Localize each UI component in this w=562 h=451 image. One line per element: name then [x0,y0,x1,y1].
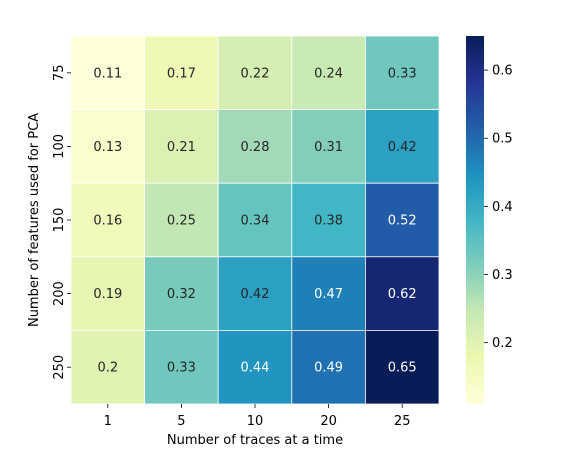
cell-value-label: 0.47 [314,287,343,302]
colorbar [466,36,484,404]
cell-value-label: 0.44 [241,361,270,376]
y-tick-label: 150 [52,208,67,233]
cell-value-label: 0.38 [314,214,343,229]
cell-value-label: 0.33 [388,66,417,81]
colorbar-ticks: 0.2 0.3 0.4 0.5 0.6 [484,64,513,351]
colorbar-tick-label: 0.3 [492,268,513,283]
cell-value-label: 0.32 [167,287,196,302]
x-axis: 1 5 10 20 25 [104,404,411,429]
cell-value-label: 0.42 [241,287,270,302]
cell-value-label: 0.34 [241,214,270,229]
x-tick-label: 1 [104,414,112,429]
heatmap-cell [217,35,293,110]
y-tick-label: 100 [52,134,67,159]
heatmap-cell [291,182,366,258]
y-axis: 75 100 150 200 250 [52,65,71,380]
colorbar-tick-label: 0.5 [492,132,513,147]
heatmap-cell [364,329,440,405]
cell-value-label: 0.22 [241,66,270,81]
x-tick-label: 25 [394,414,411,429]
cell-value-label: 0.65 [388,361,417,376]
cell-value-label: 0.17 [167,66,196,81]
heatmap-cell [364,182,440,258]
heatmap-cell [364,256,440,331]
heatmap-cell [217,329,293,405]
cell-value-label: 0.16 [93,214,122,229]
heatmap-cell [364,35,440,110]
cell-annotations: 0.11 0.17 0.22 0.24 0.33 0.13 0.21 0.28 0.31 0.42… [93,66,416,375]
y-tick-label: 200 [52,281,67,306]
heatmap-cell [291,35,366,110]
cell-value-label: 0.62 [388,287,417,302]
cell-value-label: 0.11 [93,66,122,81]
cell-value-label: 0.52 [388,214,417,229]
heatmap-cell [70,109,145,184]
heatmap-cells [70,35,440,405]
heatmap-cell [144,256,219,331]
heatmap-cell [70,35,145,110]
heatmap-cell [144,182,219,258]
heatmap-cell [217,256,293,331]
cell-value-label: 0.49 [314,361,343,376]
heatmap-cell [144,329,219,405]
x-tick-label: 10 [247,414,264,429]
heatmap-cell [217,109,293,184]
colorbar-tick-label: 0.2 [492,336,513,351]
y-axis-label: Number of features used for PCA [27,113,42,327]
cell-value-label: 0.42 [388,140,417,155]
x-tick-label: 20 [320,414,337,429]
colorbar-tick-label: 0.4 [492,200,513,215]
cell-value-label: 0.21 [167,140,196,155]
cell-value-label: 0.2 [97,361,118,376]
y-tick-label: 250 [52,355,67,380]
x-axis-label: Number of traces at a time [167,433,343,448]
cell-value-label: 0.33 [167,361,196,376]
cell-value-label: 0.25 [167,214,196,229]
heatmap-cell [291,256,366,331]
y-tick-label: 75 [52,65,67,82]
colorbar-tick-label: 0.6 [492,64,513,79]
heatmap-cell [364,109,440,184]
cell-value-label: 0.13 [93,140,122,155]
heatmap-cell [217,182,293,258]
x-tick-label: 5 [177,414,185,429]
heatmap-cell [70,329,145,405]
cell-value-label: 0.31 [314,140,343,155]
heatmap-cell [144,35,219,110]
cell-value-label: 0.28 [241,140,270,155]
cell-value-label: 0.19 [93,287,122,302]
cell-value-label: 0.24 [314,66,343,81]
